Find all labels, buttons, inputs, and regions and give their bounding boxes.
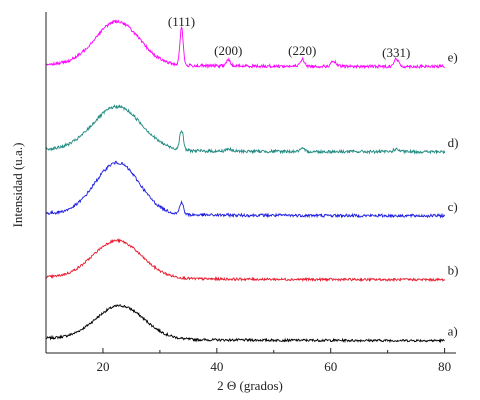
y-axis-title: Intensidad (u.a.) [10,143,25,228]
series-label-a: a) [448,324,458,339]
series-label-d: d) [448,135,459,150]
tick-layer: 20 40 60 80 [45,348,451,374]
series-line-b [45,237,445,283]
x-tick-label-80: 80 [438,359,451,374]
series-line-c [45,160,446,219]
x-tick-label-40: 40 [210,359,223,374]
x-axis-title: 2 Θ (grados) [217,378,283,393]
x-tick-label-20: 20 [96,359,109,374]
series-layer: a) b) c) d) e) [45,19,459,344]
axes-layer [45,12,456,354]
peak-label-200: (200) [214,43,242,58]
x-tick-label-60: 60 [324,359,337,374]
series-label-b: b) [448,263,459,278]
series-line-a [45,304,445,344]
series-line-d [45,104,446,155]
peak-label-331: (331) [382,45,410,60]
series-label-e: e) [448,50,458,65]
series-label-c: c) [448,199,458,214]
peak-label-111: (111) [168,14,195,29]
series-line-e [45,19,445,70]
peak-label-220: (220) [288,43,316,58]
peak-label-layer: (111) (200) (220) (331) [168,14,410,60]
